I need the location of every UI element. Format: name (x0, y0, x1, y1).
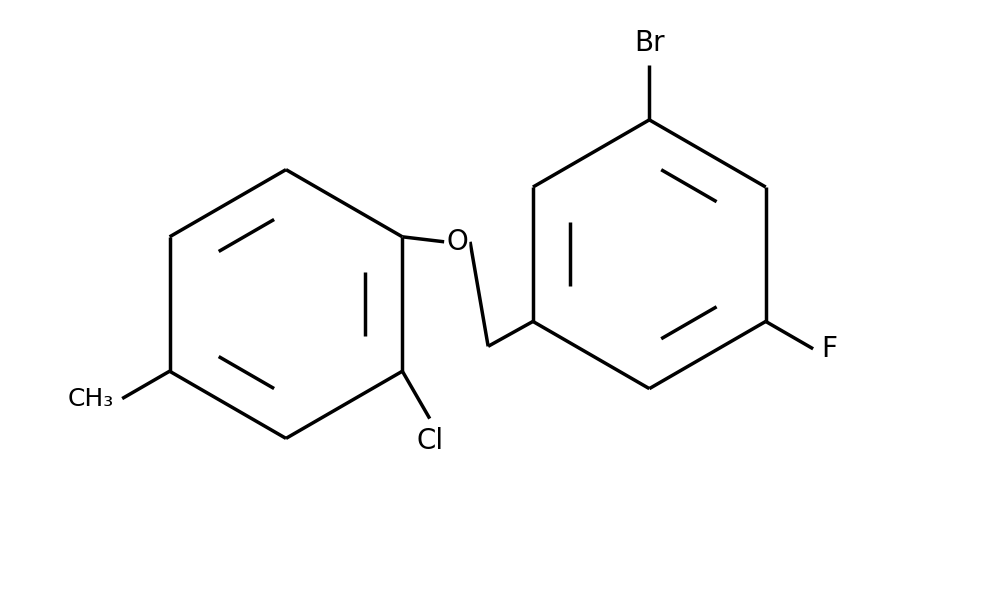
Text: F: F (820, 335, 837, 363)
Text: Cl: Cl (416, 427, 443, 454)
Text: Br: Br (633, 29, 664, 57)
Text: O: O (445, 228, 467, 256)
Text: CH₃: CH₃ (68, 387, 114, 411)
